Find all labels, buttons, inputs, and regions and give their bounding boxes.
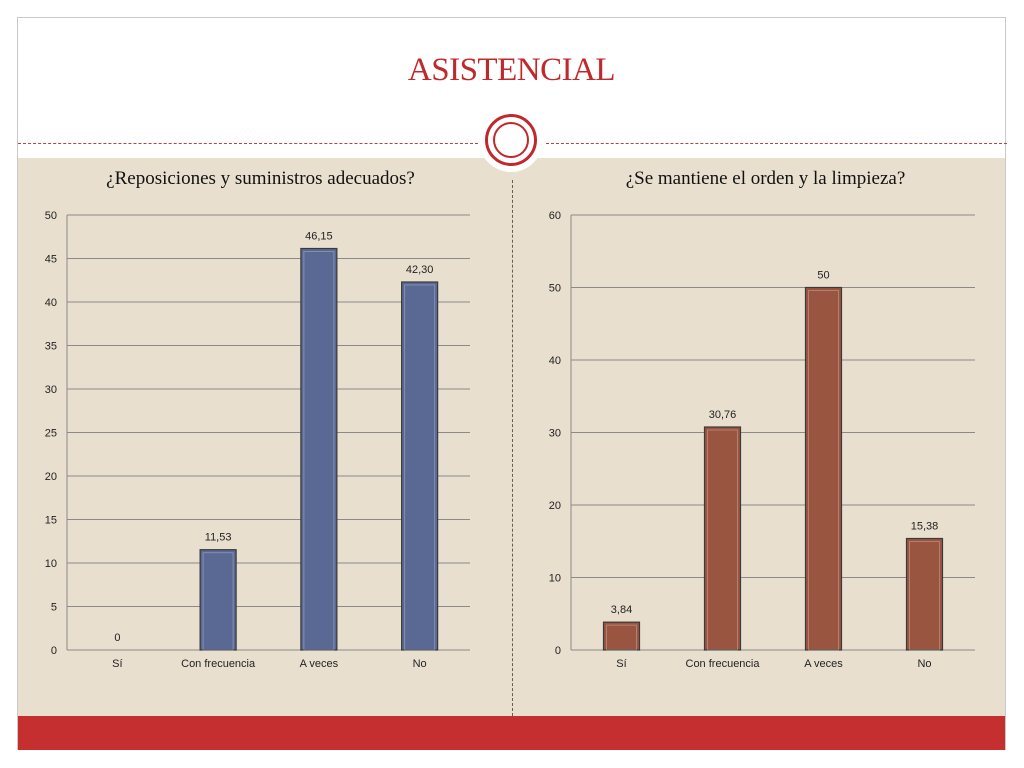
right-chart-bar: [602, 621, 641, 651]
left-chart-y-tick-label: 35: [45, 341, 57, 353]
left-chart-y-tick-label: 20: [45, 471, 57, 483]
right-chart-bar-highlight: [606, 624, 637, 651]
left-chart-bar: [401, 281, 439, 651]
right-chart-y-tick-label: 10: [549, 573, 561, 585]
right-chart-data-label: 3,84: [611, 604, 632, 616]
left-chart-bar-highlight: [202, 552, 234, 651]
right-chart-y-tick-label: 40: [549, 355, 561, 367]
right-chart-bar-highlight: [707, 429, 738, 651]
left-chart-data-label: 46,15: [305, 230, 333, 242]
right-chart-x-tick-label: A veces: [804, 658, 843, 670]
left-chart-x-tick-label: A veces: [300, 658, 339, 670]
left-chart-y-tick-label: 10: [45, 558, 57, 570]
left-chart-y-tick-label: 25: [45, 428, 57, 440]
right-chart-y-tick-label: 0: [555, 645, 561, 657]
right-chart-y-tick-label: 60: [549, 210, 561, 222]
header-divider-right: [546, 143, 1007, 144]
right-chart-y-tick-label: 20: [549, 500, 561, 512]
right-chart-y-tick-label: 30: [549, 428, 561, 440]
left-chart-y-tick-label: 0: [51, 645, 57, 657]
left-chart-y-tick-label: 15: [45, 515, 57, 527]
right-chart-bar-highlight: [808, 290, 839, 651]
left-chart-x-tick-label: No: [413, 658, 427, 670]
bar-chart-orden-limpieza: 0 10 20 30 40 50 60 3,84 Sí 30,76 Con frecuencia 50…: [549, 210, 975, 670]
right-chart-bar-highlight: [909, 540, 940, 651]
left-chart-bar: [300, 247, 338, 651]
right-chart-data-label: 30,76: [709, 409, 737, 421]
chart-title-left: ¿Reposiciones y suministros adecuados?: [106, 168, 415, 189]
bar-chart-reposiciones: 0 5 10 15 20 25 30 35 40 45 50 0 Sí 11,53 Con frecuenc…: [45, 210, 470, 670]
left-chart-y-tick-label: 5: [51, 602, 57, 614]
chart-title-right: ¿Se mantiene el orden y la limpieza?: [625, 168, 906, 189]
column-divider: [512, 180, 513, 716]
left-chart-data-label: 11,53: [205, 532, 232, 544]
left-chart-x-tick-label: Sí: [112, 658, 122, 670]
right-chart-y-tick-label: 50: [549, 283, 561, 295]
left-chart-data-label: 0: [114, 632, 120, 644]
right-chart-x-tick-label: Con frecuencia: [686, 658, 761, 670]
right-chart-bar: [804, 286, 843, 651]
ring-ornament-inner: [493, 122, 529, 158]
left-chart-data-label: 42,30: [406, 264, 434, 276]
left-chart-bar-highlight: [303, 250, 335, 651]
left-chart-x-tick-label: Con frecuencia: [181, 658, 256, 670]
left-chart-y-tick-label: 45: [45, 254, 57, 266]
left-chart-bar-highlight: [404, 284, 436, 651]
slide: ASISTENCIAL ¿Reposiciones y suministros …: [17, 17, 1007, 750]
header-divider-left: [18, 143, 478, 144]
left-chart-y-tick-label: 50: [45, 210, 57, 222]
right-chart-bar: [703, 426, 742, 651]
right-chart-data-label: 50: [817, 270, 829, 282]
left-chart-y-tick-label: 30: [45, 384, 57, 396]
slide-title: ASISTENCIAL: [407, 52, 616, 88]
right-chart-bar: [905, 537, 944, 651]
right-chart-x-tick-label: No: [917, 658, 931, 670]
left-chart-bar: [199, 549, 237, 651]
slide-footer: [18, 716, 1005, 750]
left-chart-y-tick-label: 40: [45, 297, 57, 309]
right-chart-x-tick-label: Sí: [616, 658, 626, 670]
right-chart-data-label: 15,38: [911, 520, 939, 532]
